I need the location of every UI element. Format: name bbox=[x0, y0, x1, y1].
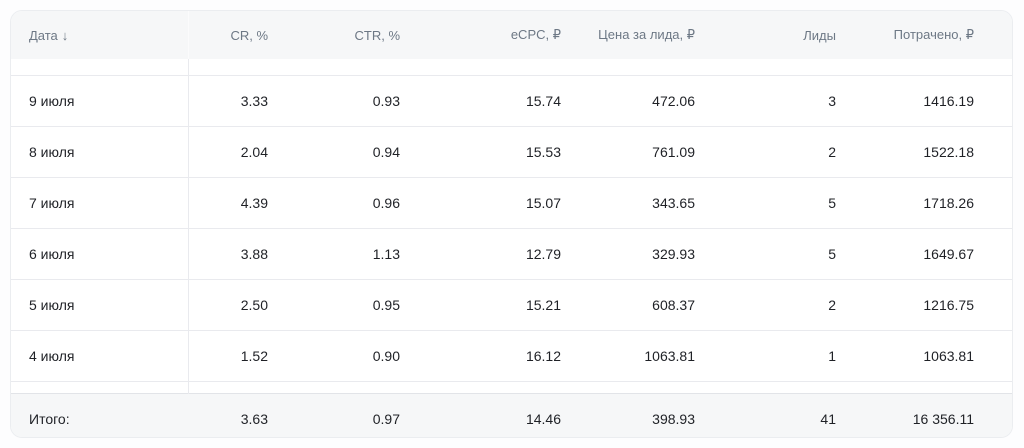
cell-ctr: 0.94 bbox=[268, 126, 400, 178]
table-row: 6 июля 3.88 1.13 12.79 329.93 5 1649.67 bbox=[11, 228, 1012, 280]
cell-leads: 5 bbox=[695, 177, 836, 229]
cell-cr: 1.52 bbox=[188, 330, 268, 382]
column-label: Цена за лида, ₽ bbox=[598, 27, 695, 42]
clipped-cell bbox=[561, 381, 695, 394]
clipped-cell bbox=[11, 59, 189, 76]
clipped-cell bbox=[11, 381, 189, 394]
cell-cr: 4.39 bbox=[188, 177, 268, 229]
table-row: 9 июля 3.33 0.93 15.74 472.06 3 1416.19 bbox=[11, 75, 1012, 127]
total-cell-ctr: 0.97 bbox=[268, 393, 400, 437]
cell-ecpc: 12.79 bbox=[400, 228, 561, 280]
clipped-cell bbox=[561, 59, 695, 76]
clipped-cell bbox=[268, 381, 400, 394]
column-header-spent[interactable]: Потрачено, ₽ bbox=[836, 11, 1012, 59]
cell-spent: 1522.18 bbox=[836, 126, 1012, 178]
cell-cpl: 329.93 bbox=[561, 228, 695, 280]
column-label: Дата bbox=[29, 27, 58, 43]
cell-ecpc: 15.53 bbox=[400, 126, 561, 178]
table-row: 4 июля 1.52 0.90 16.12 1063.81 1 1063.81 bbox=[11, 330, 1012, 382]
column-label: eCPC, ₽ bbox=[510, 27, 561, 42]
column-label: CTR, % bbox=[354, 27, 401, 43]
cell-date: 7 июля bbox=[11, 177, 189, 229]
cell-ecpc: 15.21 bbox=[400, 279, 561, 331]
total-cell-date: Итого: bbox=[11, 393, 188, 437]
clipped-row bbox=[11, 59, 1012, 76]
cell-leads: 3 bbox=[695, 75, 836, 127]
table-row: 7 июля 4.39 0.96 15.07 343.65 5 1718.26 bbox=[11, 177, 1012, 229]
cell-leads: 1 bbox=[695, 330, 836, 382]
clipped-cell bbox=[695, 59, 836, 76]
cell-ctr: 0.93 bbox=[268, 75, 400, 127]
clipped-cell bbox=[836, 381, 1012, 394]
cell-ctr: 0.96 bbox=[268, 177, 400, 229]
total-row: Итого: 3.63 0.97 14.46 398.93 41 16 356.11 bbox=[11, 393, 1012, 437]
clipped-cell bbox=[188, 381, 268, 394]
total-cell-cr: 3.63 bbox=[188, 393, 268, 437]
sort-desc-icon: ↓ bbox=[61, 27, 69, 43]
cell-spent: 1649.67 bbox=[836, 228, 1012, 280]
column-header-cr[interactable]: CR, % bbox=[188, 11, 268, 59]
clipped-cell bbox=[400, 59, 561, 76]
cell-date: 9 июля bbox=[11, 75, 189, 127]
column-label: Лиды bbox=[803, 27, 836, 43]
cell-spent: 1216.75 bbox=[836, 279, 1012, 331]
cell-ecpc: 16.12 bbox=[400, 330, 561, 382]
cell-date: 8 июля bbox=[11, 126, 189, 178]
cell-date: 5 июля bbox=[11, 279, 189, 331]
cell-cr: 2.50 bbox=[188, 279, 268, 331]
table-row: 5 июля 2.50 0.95 15.21 608.37 2 1216.75 bbox=[11, 279, 1012, 331]
clipped-cell bbox=[695, 381, 836, 394]
cell-leads: 5 bbox=[695, 228, 836, 280]
cell-date: 6 июля bbox=[11, 228, 189, 280]
total-cell-ecpc: 14.46 bbox=[400, 393, 561, 437]
cell-cpl: 343.65 bbox=[561, 177, 695, 229]
total-cell-cpl: 398.93 bbox=[561, 393, 695, 437]
cell-leads: 2 bbox=[695, 279, 836, 331]
cell-ecpc: 15.07 bbox=[400, 177, 561, 229]
column-header-cpl[interactable]: Цена за лида, ₽ bbox=[561, 11, 695, 59]
cell-ctr: 1.13 bbox=[268, 228, 400, 280]
column-header-ctr[interactable]: CTR, % bbox=[268, 11, 400, 59]
cell-date: 4 июля bbox=[11, 330, 189, 382]
cell-cr: 3.88 bbox=[188, 228, 268, 280]
clipped-cell bbox=[188, 59, 268, 76]
cell-cr: 3.33 bbox=[188, 75, 268, 127]
cell-leads: 2 bbox=[695, 126, 836, 178]
cell-ecpc: 15.74 bbox=[400, 75, 561, 127]
table-row: 8 июля 2.04 0.94 15.53 761.09 2 1522.18 bbox=[11, 126, 1012, 178]
cell-cr: 2.04 bbox=[188, 126, 268, 178]
cell-cpl: 1063.81 bbox=[561, 330, 695, 382]
cell-spent: 1063.81 bbox=[836, 330, 1012, 382]
clipped-row bbox=[11, 381, 1012, 394]
clipped-cell bbox=[836, 59, 1012, 76]
header-row: Дата ↓ CR, % CTR, % eCPC, ₽ Цена за лида, ₽ Ли… bbox=[11, 11, 1012, 59]
table-body: 9 июля 3.33 0.93 15.74 472.06 3 1416.19 8 июля 2… bbox=[11, 59, 1012, 394]
cell-cpl: 472.06 bbox=[561, 75, 695, 127]
column-label: Потрачено, ₽ bbox=[893, 27, 974, 42]
clipped-cell bbox=[268, 59, 400, 76]
total-cell-spent: 16 356.11 bbox=[836, 393, 1012, 437]
cell-cpl: 608.37 bbox=[561, 279, 695, 331]
cell-ctr: 0.95 bbox=[268, 279, 400, 331]
total-cell-leads: 41 bbox=[695, 393, 836, 437]
cell-spent: 1718.26 bbox=[836, 177, 1012, 229]
cell-spent: 1416.19 bbox=[836, 75, 1012, 127]
cell-ctr: 0.90 bbox=[268, 330, 400, 382]
cell-cpl: 761.09 bbox=[561, 126, 695, 178]
column-header-leads[interactable]: Лиды bbox=[695, 11, 836, 59]
stats-table: Дата ↓ CR, % CTR, % eCPC, ₽ Цена за лида, ₽ Ли… bbox=[11, 11, 1012, 437]
column-header-date[interactable]: Дата ↓ bbox=[11, 11, 189, 59]
column-label: CR, % bbox=[230, 27, 268, 43]
stats-table-card: Дата ↓ CR, % CTR, % eCPC, ₽ Цена за лида, ₽ Ли… bbox=[10, 10, 1013, 438]
column-header-ecpc[interactable]: eCPC, ₽ bbox=[400, 11, 561, 59]
clipped-cell bbox=[400, 381, 561, 394]
